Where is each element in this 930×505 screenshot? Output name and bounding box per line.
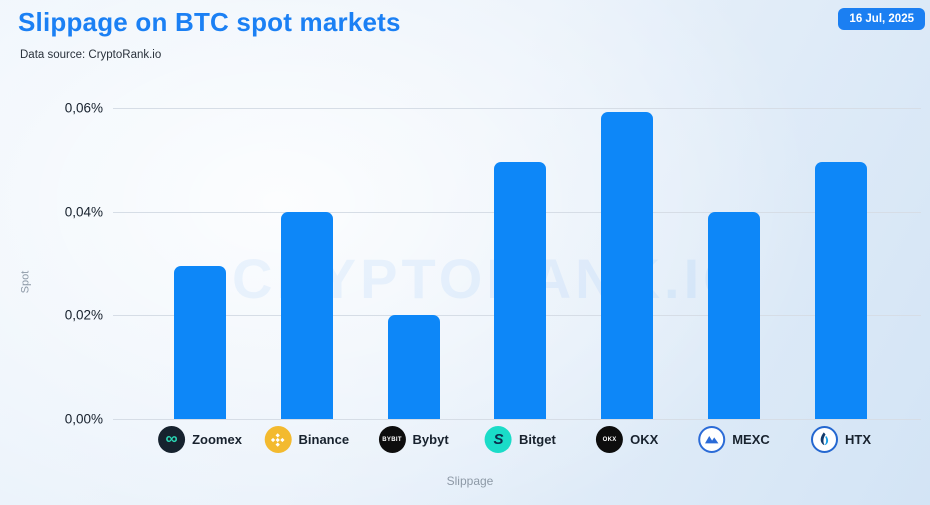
bar-bitget (494, 162, 547, 419)
legend-item-bitget: S Bitget (484, 426, 556, 453)
legend-item-binance: Binance (264, 426, 350, 453)
bar-binance (280, 211, 333, 419)
bitget-icon: S (484, 426, 512, 453)
gridline-0,06% (113, 108, 921, 109)
legend-label: Zoomex (192, 432, 242, 447)
legend-item-htx: HTX (811, 426, 871, 453)
legend-item-mexc: MEXC (698, 426, 770, 453)
legend-item-okx: OKX OKX (596, 426, 658, 453)
legend-label: OKX (630, 432, 659, 447)
data-source-label: Data source: CryptoRank.io (20, 49, 162, 61)
y-tick-label: 0,04% (64, 204, 103, 220)
mexc-icon (698, 426, 726, 453)
legend-label: MEXC (732, 432, 770, 447)
date-badge: 16 Jul, 2025 (838, 8, 925, 30)
page-title: Slippage on BTC spot markets (18, 7, 401, 37)
bar-bybyt (387, 315, 440, 419)
y-axis-title: Spot (19, 270, 32, 294)
htx-icon (811, 426, 838, 453)
bar-mexc (708, 211, 760, 419)
bar-zoomex (174, 266, 226, 419)
y-tick-label: 0,00% (64, 411, 103, 427)
gridline-0,00% (113, 419, 921, 420)
zoomex-icon: ∞ (158, 426, 186, 453)
legend-label: Bybyt (412, 432, 449, 447)
legend-item-bybyt: BYBIT Bybyt (378, 426, 449, 453)
binance-icon (264, 426, 292, 453)
bar-htx (815, 162, 867, 419)
x-axis-title: Slippage (446, 474, 494, 488)
bybit-icon: BYBIT (378, 426, 406, 453)
y-tick-label: 0,06% (64, 100, 103, 116)
legend-label: Bitget (518, 432, 556, 447)
y-tick-label: 0,02% (64, 307, 103, 323)
okx-icon: OKX (596, 426, 624, 453)
legend-item-zoomex: ∞ Zoomex (158, 426, 242, 453)
legend-label: Binance (298, 432, 350, 447)
legend-label: HTX (845, 432, 871, 447)
bar-okx (601, 111, 654, 419)
